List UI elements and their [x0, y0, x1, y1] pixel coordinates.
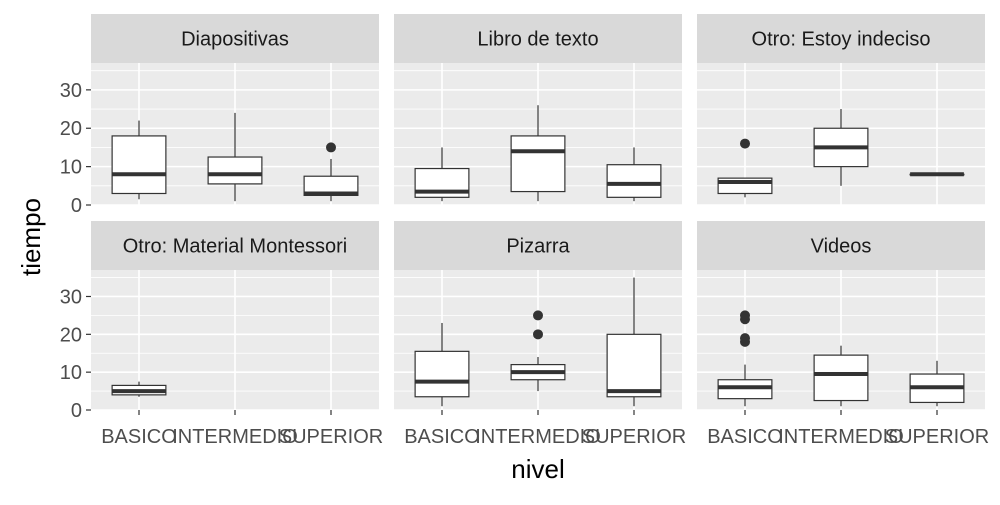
facet-title: Libro de texto: [477, 29, 598, 51]
x-tick-label: BASICO: [707, 426, 783, 448]
y-tick-label: 20: [60, 324, 82, 346]
boxplot-basico: [414, 147, 470, 202]
outlier-point: [740, 333, 750, 344]
facet-strip: [91, 221, 379, 270]
facet-title: Pizarra: [506, 236, 570, 258]
facet-strip: [394, 221, 682, 270]
y-tick-label: 0: [71, 195, 82, 217]
x-tick-label: BASICO: [101, 426, 177, 448]
box-iqr: [813, 354, 869, 402]
boxplot-intermedio: [510, 105, 566, 202]
box-iqr: [510, 135, 566, 193]
facet-panel: Otro: Material Montessori 0 10 20 30 BASICOIN…: [60, 221, 383, 448]
boxplot-superior: [606, 147, 662, 202]
box-iqr: [606, 333, 662, 398]
boxplot-basico: [111, 381, 167, 397]
boxplot-intermedio: [510, 310, 566, 392]
x-tick-label: SUPERIOR: [885, 426, 989, 448]
x-tick-label: INTERMEDIO: [475, 426, 601, 448]
boxplot-superior: [303, 142, 359, 202]
x-tick-label: SUPERIOR: [582, 426, 686, 448]
boxplot-basico: [717, 310, 773, 407]
x-tick-label: SUPERIOR: [279, 426, 383, 448]
facet-title: Diapositivas: [181, 29, 289, 51]
facet-strip: [394, 14, 682, 63]
y-tick-label: 30: [60, 80, 82, 102]
y-tick-label: 10: [60, 157, 82, 179]
facet-strip: [697, 221, 985, 270]
facet-title: Otro: Estoy indeciso: [752, 29, 931, 51]
boxplot-basico: [111, 120, 167, 200]
box-iqr: [414, 350, 470, 398]
facet-strip: [91, 14, 379, 63]
facet-panel: Diapositivas 0 10 20 30: [60, 14, 379, 217]
y-tick-label: 0: [71, 400, 82, 422]
boxplot-basico: [717, 138, 773, 198]
x-tick-label: INTERMEDIO: [778, 426, 904, 448]
boxplot-superior: [909, 360, 965, 407]
y-tick-label: 10: [60, 362, 82, 384]
facet-panel: Libro de texto: [394, 14, 682, 206]
y-tick-label: 20: [60, 118, 82, 140]
box-iqr: [111, 135, 167, 195]
x-tick-label: INTERMEDIO: [172, 426, 298, 448]
y-tick-label: 30: [60, 286, 82, 308]
outlier-point: [326, 142, 336, 153]
boxplot-superior: [909, 172, 965, 177]
boxplot-superior: [606, 277, 662, 407]
outlier-point: [533, 329, 543, 340]
outlier-point: [533, 310, 543, 321]
facet-strip: [697, 14, 985, 63]
y-axis-title: tiempo: [16, 198, 46, 276]
x-tick-label: BASICO: [404, 426, 480, 448]
x-axis-title: nivel: [511, 454, 564, 484]
boxplot-intermedio: [813, 109, 869, 186]
boxplot-intermedio: [207, 112, 263, 202]
outlier-point: [740, 138, 750, 149]
box-iqr: [207, 156, 263, 185]
outlier-point: [740, 310, 750, 321]
facet-panel: Otro: Estoy indeciso: [697, 14, 985, 206]
boxplot-intermedio: [813, 345, 869, 407]
boxplot-basico: [414, 322, 470, 407]
facet-title: Videos: [811, 236, 872, 258]
facet-title: Otro: Material Montessori: [123, 236, 348, 258]
box-iqr: [606, 164, 662, 198]
